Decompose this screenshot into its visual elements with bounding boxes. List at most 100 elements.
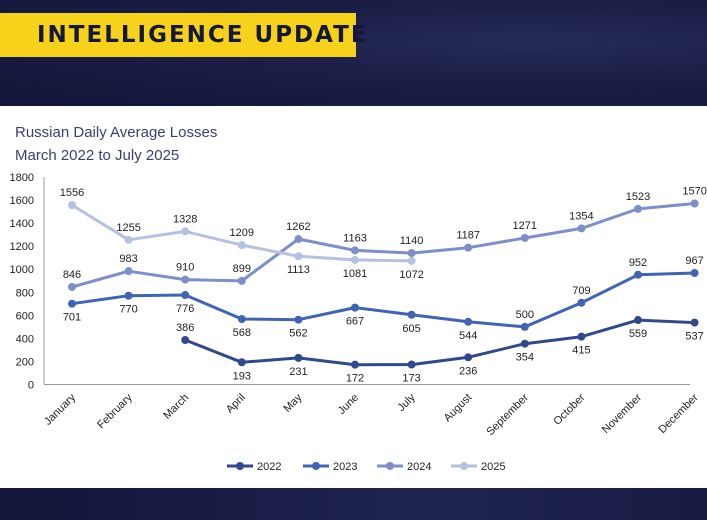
banner: INTELLIGENCE UPDATE: [0, 13, 367, 57]
series-2022-data-label: 415: [572, 345, 590, 357]
series-2022-data-label: 193: [233, 370, 251, 382]
chart-subtitle: March 2022 to July 2025: [15, 147, 180, 164]
footer-background: [0, 488, 707, 520]
series-2024-data-label: 1271: [513, 220, 537, 232]
series-2025-data-label: 1113: [287, 264, 310, 276]
y-tick-label: 800: [16, 287, 34, 299]
series-2024-point: [351, 246, 359, 255]
series-2024-point: [181, 275, 190, 284]
series-2023-data-label: 701: [63, 312, 81, 324]
series-2024-point: [407, 249, 416, 258]
series-2022-data-label: 559: [629, 328, 647, 340]
series-2023-data-label: 709: [572, 285, 590, 297]
x-tick-label: July: [395, 391, 418, 414]
series-2022-point: [407, 360, 416, 369]
x-tick-label: April: [224, 392, 248, 416]
series-2024-point: [520, 233, 529, 242]
series-2025-data-label: 1556: [60, 187, 84, 199]
series-2023-data-label: 562: [289, 328, 307, 340]
series-2023-data-label: 605: [402, 323, 420, 335]
series-2022-point: [181, 336, 190, 345]
legend-label-2023: 2023: [333, 461, 357, 473]
x-tick-label: October: [551, 391, 587, 427]
series-2022-data-label: 172: [346, 373, 364, 385]
x-tick-label: December: [656, 391, 701, 436]
series-2025-point: [124, 235, 133, 244]
series-2022-point: [237, 358, 246, 367]
series-2022-data-label: 386: [176, 322, 194, 334]
series-2023-data-label: 967: [685, 255, 703, 267]
series-2023-point: [407, 310, 416, 319]
series-2024-data-label: 983: [119, 253, 137, 265]
series-2023-point: [464, 317, 473, 326]
series-2024-data-label: 899: [233, 263, 251, 275]
x-tick-label: March: [161, 392, 191, 422]
series-2023-point: [68, 299, 76, 308]
series-2024-data-label: 1163: [343, 232, 367, 244]
y-tick-label: 200: [16, 356, 34, 368]
series-2025-point: [407, 256, 416, 265]
series-2022-data-label: 231: [289, 366, 307, 378]
series-2022-data-label: 236: [459, 365, 477, 377]
y-tick-label: 1200: [10, 241, 34, 253]
legend-marker-2022: [236, 462, 244, 470]
legend-label-2024: 2024: [407, 461, 431, 473]
y-tick-label: 600: [16, 310, 34, 322]
series-2023-data-label: 952: [629, 257, 647, 269]
x-tick-label: January: [42, 391, 79, 428]
series-2023-data-label: 770: [119, 304, 137, 316]
series-2024-data-label: 1354: [569, 210, 593, 222]
x-tick-label: August: [442, 392, 475, 425]
series-2024-line: [71, 202, 695, 289]
series-2023-point: [124, 291, 133, 300]
series-2023-point: [690, 269, 699, 278]
series-2025-point: [181, 227, 190, 236]
series-2024-data-label: 1523: [626, 191, 650, 203]
series-2023-data-label: 568: [233, 327, 251, 339]
series-2024-point: [294, 235, 303, 244]
legend-marker-2025: [460, 462, 468, 470]
series-2022-point: [294, 353, 303, 362]
series-2022-point: [690, 318, 699, 327]
series-2024-data-label: 1262: [286, 221, 310, 233]
x-tick-label: June: [336, 392, 361, 417]
x-tick-label: February: [95, 391, 135, 431]
series-2022-data-label: 354: [516, 352, 534, 364]
legend-marker-2024: [386, 462, 394, 470]
series-2022-data-label: 173: [402, 373, 420, 385]
series-2023-point: [351, 303, 359, 312]
banner-title: INTELLIGENCE UPDATE: [37, 22, 369, 48]
series-2025-data-label: 1209: [230, 227, 254, 239]
series-2022-data-label: 537: [685, 331, 703, 343]
series-2024-data-label: 910: [176, 262, 194, 274]
series-2024-point: [577, 224, 586, 233]
series-2025-data-label: 1072: [399, 269, 423, 281]
series-2023-point: [520, 322, 529, 331]
y-tick-label: 1400: [10, 218, 34, 230]
legend-marker-2023: [312, 462, 320, 470]
series-2025-data-label: 1255: [116, 222, 140, 234]
x-tick-label: May: [281, 391, 305, 415]
x-tick-label: November: [600, 391, 645, 436]
series-2024-point: [237, 276, 246, 285]
series-2025-point: [68, 201, 76, 210]
series-2024-point: [634, 204, 642, 213]
series-2023-data-label: 776: [176, 303, 194, 315]
y-tick-label: 400: [16, 333, 34, 345]
series-2022-point: [577, 332, 586, 341]
y-tick-label: 0: [28, 380, 34, 392]
series-2022-point: [520, 339, 529, 348]
series-2024-point: [690, 199, 699, 208]
series-2022-line: [184, 318, 695, 367]
series-2022-point: [351, 360, 359, 369]
x-tick-label: September: [484, 391, 531, 438]
series-2022-point: [634, 316, 642, 325]
series-2023-point: [294, 315, 303, 324]
series-2024-point: [68, 282, 76, 291]
series-2023-point: [634, 270, 642, 279]
series-2023-point: [577, 298, 586, 307]
series-2024-data-label: 846: [63, 269, 81, 281]
y-tick-label: 1000: [10, 264, 34, 276]
series-2023-line: [71, 271, 695, 329]
